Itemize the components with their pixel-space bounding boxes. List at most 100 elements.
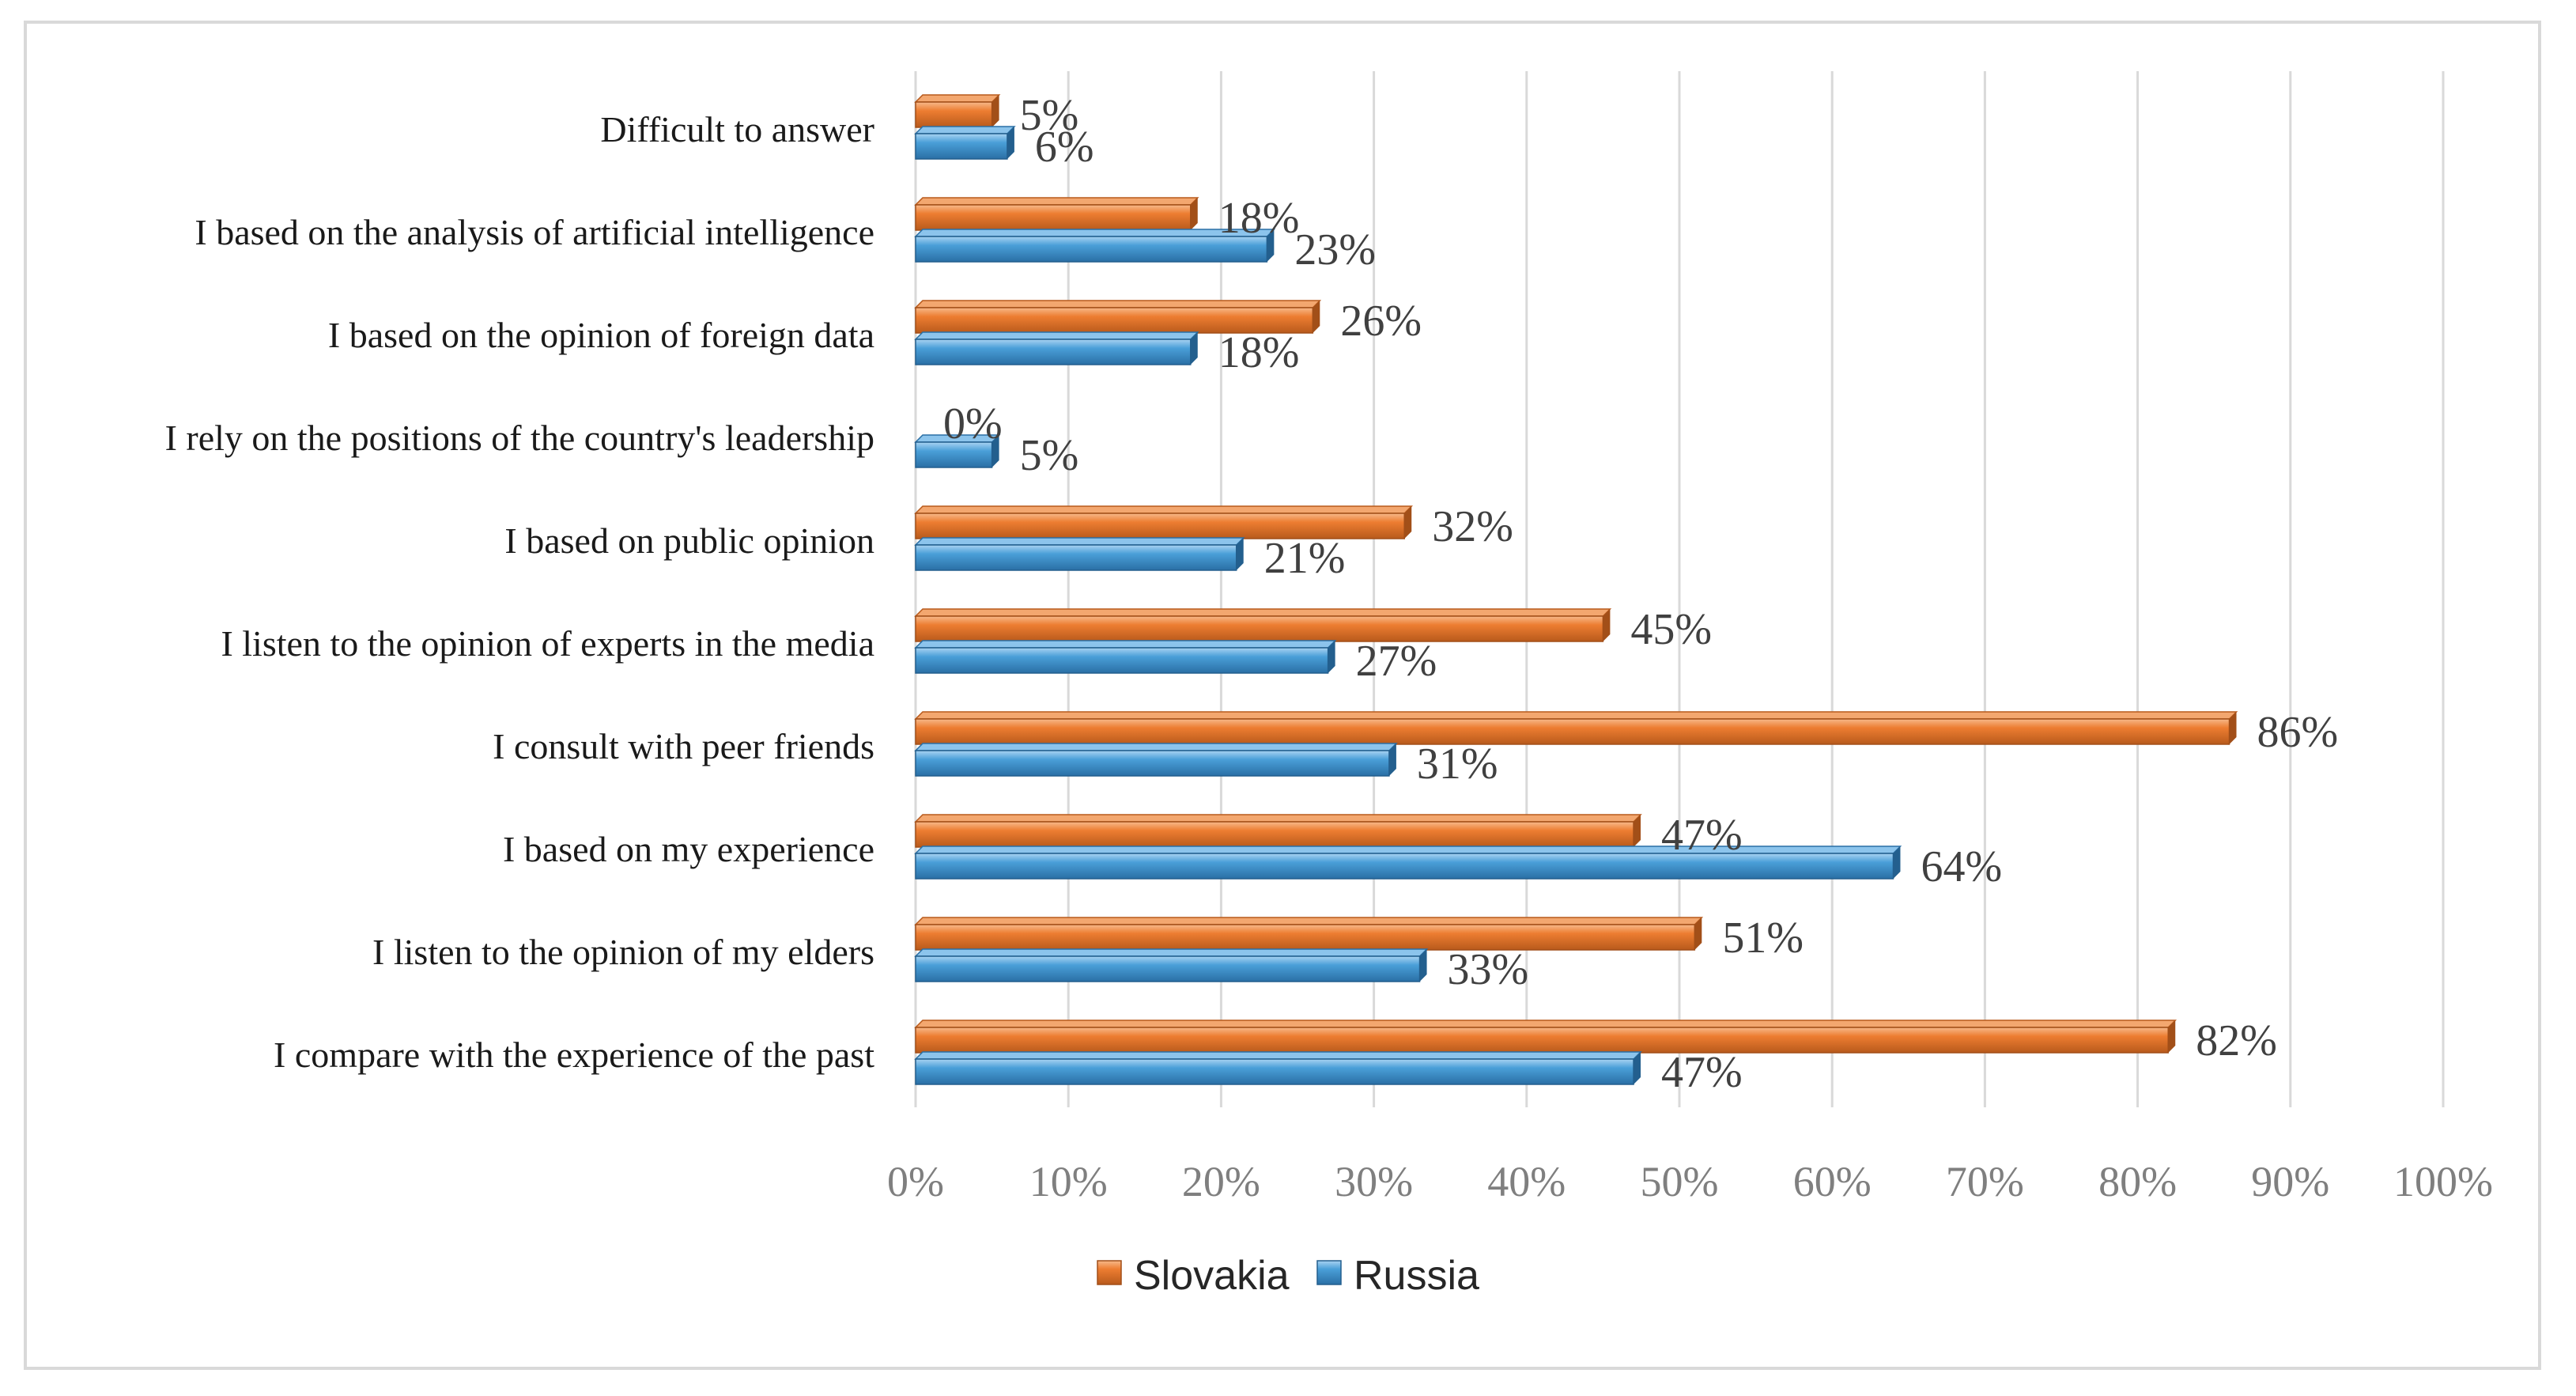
bar-top-face — [914, 1020, 2178, 1028]
bar-top-face — [914, 814, 1642, 823]
legend-swatch — [1097, 1260, 1122, 1285]
bar-russia — [915, 544, 1237, 571]
bar-side-face — [2168, 1020, 2176, 1053]
bar-slovakia — [915, 307, 1314, 334]
category-labels: I compare with the experience of the pas… — [165, 109, 875, 1075]
x-tick-label: 50% — [1641, 1158, 1719, 1205]
bar-russia — [915, 236, 1268, 263]
category-label: I compare with the experience of the pas… — [274, 1035, 874, 1075]
bar-side-face — [1419, 949, 1427, 982]
bar-side-face — [1404, 506, 1412, 539]
data-label: 6% — [1035, 123, 1094, 172]
bar-top-face — [914, 537, 1245, 546]
bar-top-face — [914, 948, 1429, 957]
data-label: 0% — [943, 399, 1003, 448]
bar-slovakia — [915, 821, 1634, 848]
bar-side-face — [1007, 127, 1014, 159]
bar-top-face — [914, 608, 1612, 617]
data-label: 51% — [1722, 914, 1804, 963]
bar-top-face — [914, 640, 1337, 649]
legend-label: Slovakia — [1134, 1253, 1290, 1299]
bar-side-face — [1694, 917, 1702, 950]
data-label: 47% — [1661, 1048, 1743, 1097]
bar-side-face — [1313, 301, 1320, 333]
x-tick-label: 90% — [2251, 1158, 2329, 1205]
legend-swatch — [1316, 1260, 1342, 1285]
category-label: I based on the analysis of artificial in… — [195, 212, 874, 252]
data-label: 86% — [2257, 708, 2339, 757]
data-label: 31% — [1417, 740, 1498, 789]
bar-top-face — [914, 505, 1414, 514]
data-label: 27% — [1356, 637, 1437, 686]
bars — [914, 94, 2238, 1085]
bar-russia — [915, 853, 1894, 880]
bar-slovakia — [915, 924, 1696, 951]
data-label: 47% — [1661, 811, 1743, 860]
x-tick-label: 40% — [1487, 1158, 1566, 1205]
x-axis-ticks: 0% 10% 20% 30% 40% 50% 60% 70% 80% 90% 100% — [887, 1158, 2493, 1205]
category-label: Difficult to answer — [600, 109, 874, 149]
bar-side-face — [1893, 846, 1901, 879]
data-label: 32% — [1432, 502, 1513, 551]
bar-side-face — [1388, 743, 1396, 776]
bar-side-face — [1190, 198, 1198, 230]
x-tick-label: 30% — [1335, 1158, 1413, 1205]
category-label: I consult with peer friends — [493, 726, 874, 766]
category-label: I based on the opinion of foreign data — [328, 315, 874, 355]
bar-top-face — [914, 331, 1199, 340]
bar-side-face — [1634, 815, 1641, 847]
bar-russia — [915, 133, 1008, 160]
bar-top-face — [914, 1051, 1642, 1060]
data-label: 23% — [1294, 225, 1376, 274]
bar-russia — [915, 441, 993, 468]
bar-slovakia — [915, 718, 2230, 745]
legend: Slovakia Russia — [1097, 1253, 1479, 1299]
bar-side-face — [1190, 332, 1198, 365]
category-label: I based on my experience — [503, 829, 874, 869]
x-tick-label: 80% — [2098, 1158, 2177, 1205]
bar-slovakia — [915, 101, 993, 128]
bar-slovakia — [915, 204, 1192, 231]
bar-russia — [915, 339, 1192, 365]
data-label: 5% — [1020, 431, 1079, 480]
value-labels: 82% 47% 51% 33% 47% 64% 86% 31% 45% 27% 32% 21% 0% 5%… — [943, 91, 2338, 1097]
bar-side-face — [1634, 1052, 1641, 1084]
data-label: 18% — [1218, 328, 1300, 377]
data-label: 64% — [1921, 842, 2002, 891]
bar-top-face — [914, 711, 2238, 720]
bar-russia — [915, 647, 1329, 674]
data-label: 5% — [1020, 91, 1079, 140]
category-label: I listen to the opinion of experts in th… — [221, 623, 874, 664]
bar-side-face — [1267, 229, 1275, 262]
bar-russia — [915, 750, 1390, 777]
category-label: I rely on the positions of the country's… — [165, 418, 874, 458]
data-label: 21% — [1264, 534, 1346, 583]
legend-label: Russia — [1354, 1253, 1479, 1299]
x-tick-label: 60% — [1793, 1158, 1872, 1205]
category-label: I based on public opinion — [504, 520, 874, 561]
bar-slovakia — [915, 615, 1604, 642]
bar-russia — [915, 1058, 1634, 1085]
bar-side-face — [1328, 641, 1335, 673]
x-tick-label: 100% — [2393, 1158, 2493, 1205]
data-label: 33% — [1448, 945, 1529, 994]
bar-side-face — [2229, 712, 2237, 744]
bar-top-face — [914, 743, 1398, 751]
bar-side-face — [991, 435, 999, 467]
bar-top-face — [914, 300, 1322, 308]
bar-slovakia — [915, 1027, 2169, 1054]
x-tick-label: 10% — [1029, 1158, 1108, 1205]
data-label: 26% — [1340, 297, 1422, 346]
x-tick-label: 0% — [887, 1158, 944, 1205]
bar-side-face — [991, 95, 999, 127]
bar-top-face — [914, 126, 1016, 134]
data-label: 82% — [2196, 1016, 2277, 1065]
category-label: I listen to the opinion of my elders — [372, 932, 874, 972]
bar-top-face — [914, 846, 1902, 854]
bar-top-face — [914, 197, 1199, 206]
bar-top-face — [914, 94, 1001, 103]
bar-side-face — [1236, 538, 1244, 570]
bar-top-face — [914, 917, 1704, 925]
data-label: 45% — [1630, 605, 1712, 654]
